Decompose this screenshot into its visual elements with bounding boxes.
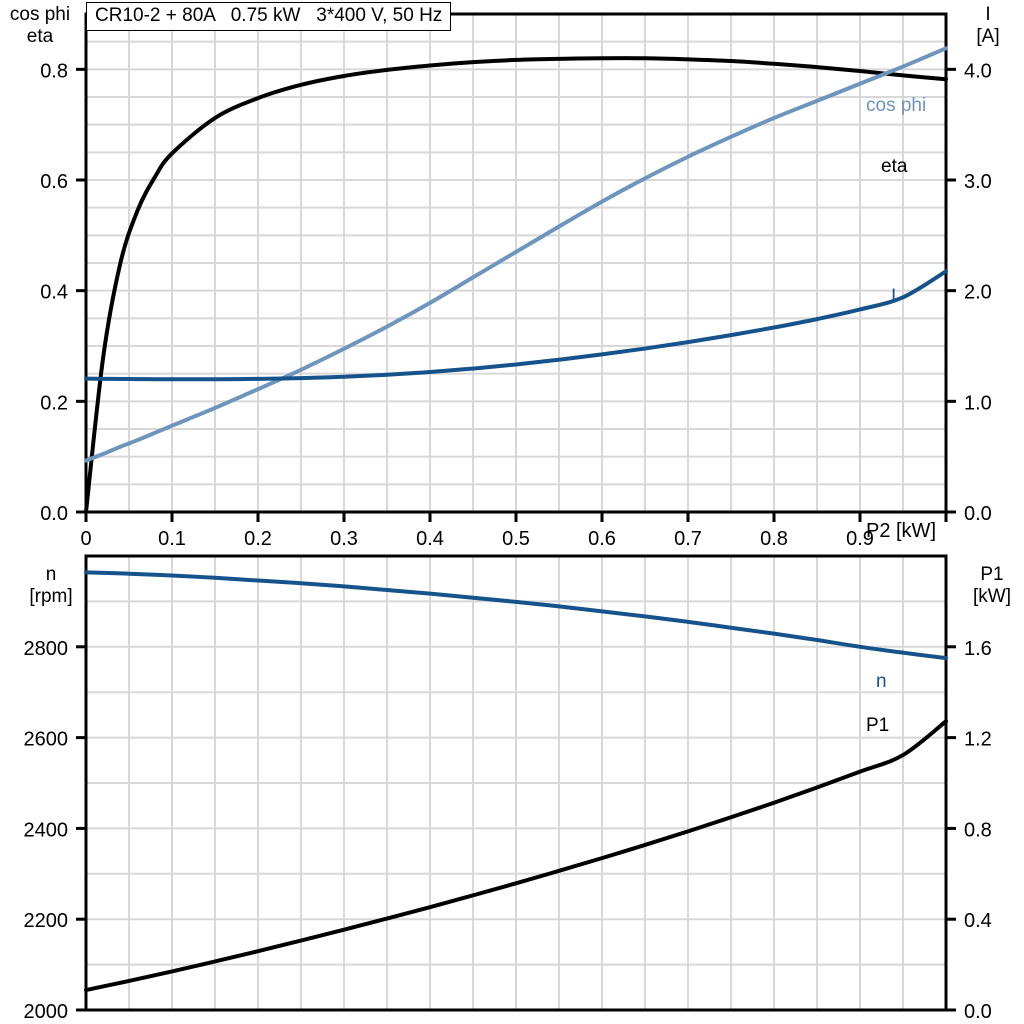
chart-title-box: CR10-2 + 80A 0.75 kW 3*400 V, 50 Hz bbox=[86, 2, 452, 31]
y-right-tick-label: 2.0 bbox=[964, 282, 992, 304]
bottom-chart: 2000 2200 2400 2600 2800 0.0 0.4 0.8 1.2 1.6 n [r… bbox=[24, 554, 1011, 1023]
y-left-tick-label: 0.4 bbox=[40, 282, 68, 304]
y-right-tick-label: 0.0 bbox=[964, 503, 992, 525]
x-tick-label: 0.5 bbox=[502, 528, 530, 550]
bottom-chart-curves bbox=[84, 570, 948, 993]
curve-label-eta: eta bbox=[881, 156, 908, 177]
y-right-tick-label: 0.8 bbox=[964, 819, 992, 841]
top-chart-gridlines bbox=[86, 14, 946, 512]
y-right-tick-label: 0.0 bbox=[964, 1001, 992, 1023]
y-left-tick-label: 2600 bbox=[24, 729, 69, 751]
top-x-axis-title: P2 [kW] bbox=[866, 520, 936, 542]
x-tick-label: 0.2 bbox=[244, 528, 272, 550]
curve-label-speed: n bbox=[876, 671, 887, 692]
y-right-tick-label: 4.0 bbox=[964, 60, 992, 82]
y-left-tick-label: 0.6 bbox=[40, 171, 68, 193]
curve-label-cos-phi: cos phi bbox=[866, 95, 926, 116]
y-right-tick-label: 0.4 bbox=[964, 910, 992, 932]
bottom-chart-gridlines bbox=[86, 556, 946, 1010]
top-left-axis-title-line2: eta bbox=[27, 26, 54, 47]
y-left-tick-label: 2400 bbox=[24, 819, 69, 841]
y-left-tick-label: 0.0 bbox=[40, 503, 68, 525]
curve-cos-phi bbox=[84, 46, 948, 463]
curve-i bbox=[84, 269, 948, 382]
top-chart: 0.0 0.2 0.4 0.6 0.8 0.0 1.0 2.0 3.0 4.0 0 0.1 0.2 0.3… bbox=[10, 4, 1000, 550]
y-left-tick-label: 2000 bbox=[24, 1001, 69, 1023]
top-right-axis-title-line2: [A] bbox=[976, 26, 999, 47]
curve-p1 bbox=[84, 719, 948, 993]
bottom-chart-plot-border bbox=[84, 554, 948, 1012]
y-left-tick-label: 0.2 bbox=[40, 392, 68, 414]
x-tick-label: 0.9 bbox=[846, 528, 874, 550]
top-chart-curves bbox=[84, 46, 948, 514]
bottom-left-axis-title-line1: n bbox=[46, 564, 57, 585]
y-right-tick-label: 3.0 bbox=[964, 171, 992, 193]
curve-n bbox=[84, 570, 948, 661]
top-right-axis-title-line1: I bbox=[985, 4, 990, 25]
y-right-tick-label: 1.0 bbox=[964, 392, 992, 414]
x-tick-label: 0.3 bbox=[330, 528, 358, 550]
curve-eta bbox=[84, 56, 948, 514]
bottom-right-axis-title-line2: [kW] bbox=[973, 586, 1011, 607]
curve-label-current: I bbox=[891, 286, 896, 307]
y-right-tick-label: 1.6 bbox=[964, 638, 992, 660]
x-tick-label: 0.8 bbox=[760, 528, 788, 550]
x-tick-label: 0.1 bbox=[158, 528, 186, 550]
bottom-right-axis-title-line1: P1 bbox=[980, 564, 1003, 585]
x-tick-label: 0.7 bbox=[674, 528, 702, 550]
bottom-chart-tick-marks: 2000 2200 2400 2600 2800 0.0 0.4 0.8 1.2 1.6 bbox=[24, 638, 992, 1023]
bottom-left-axis-title-line2: [rpm] bbox=[29, 586, 72, 607]
y-left-tick-label: 2800 bbox=[24, 638, 69, 660]
x-tick-label: 0 bbox=[80, 528, 91, 550]
top-left-axis-title-line1: cos phi bbox=[10, 4, 70, 25]
y-left-tick-label: 0.8 bbox=[40, 60, 68, 82]
y-right-tick-label: 1.2 bbox=[964, 729, 992, 751]
x-tick-label: 0.6 bbox=[588, 528, 616, 550]
x-tick-label: 0.4 bbox=[416, 528, 444, 550]
y-left-tick-label: 2200 bbox=[24, 910, 69, 932]
top-chart-tick-marks: 0.0 0.2 0.4 0.6 0.8 0.0 1.0 2.0 3.0 4.0 0 0.1 0.2 0.3… bbox=[40, 60, 992, 550]
curve-label-power: P1 bbox=[866, 715, 889, 736]
